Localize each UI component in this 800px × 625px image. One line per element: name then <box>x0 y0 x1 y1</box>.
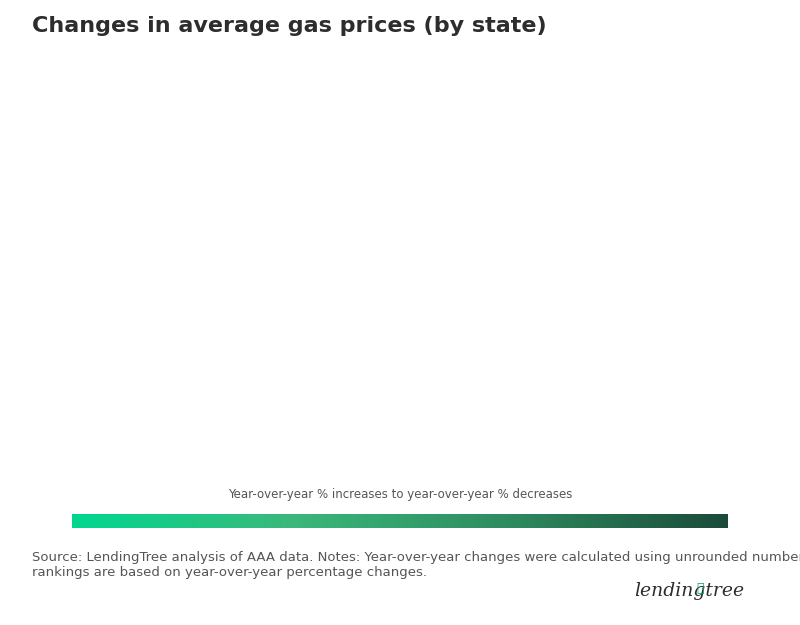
Text: Year-over-year % increases to year-over-year % decreases: Year-over-year % increases to year-over-… <box>228 488 572 501</box>
Text: lendingtree: lendingtree <box>634 582 744 600</box>
Text: 🌿: 🌿 <box>696 582 703 595</box>
Text: Source: LendingTree analysis of AAA data. Notes: Year-over-year changes were cal: Source: LendingTree analysis of AAA data… <box>32 551 800 579</box>
Text: Changes in average gas prices (by state): Changes in average gas prices (by state) <box>32 16 546 36</box>
